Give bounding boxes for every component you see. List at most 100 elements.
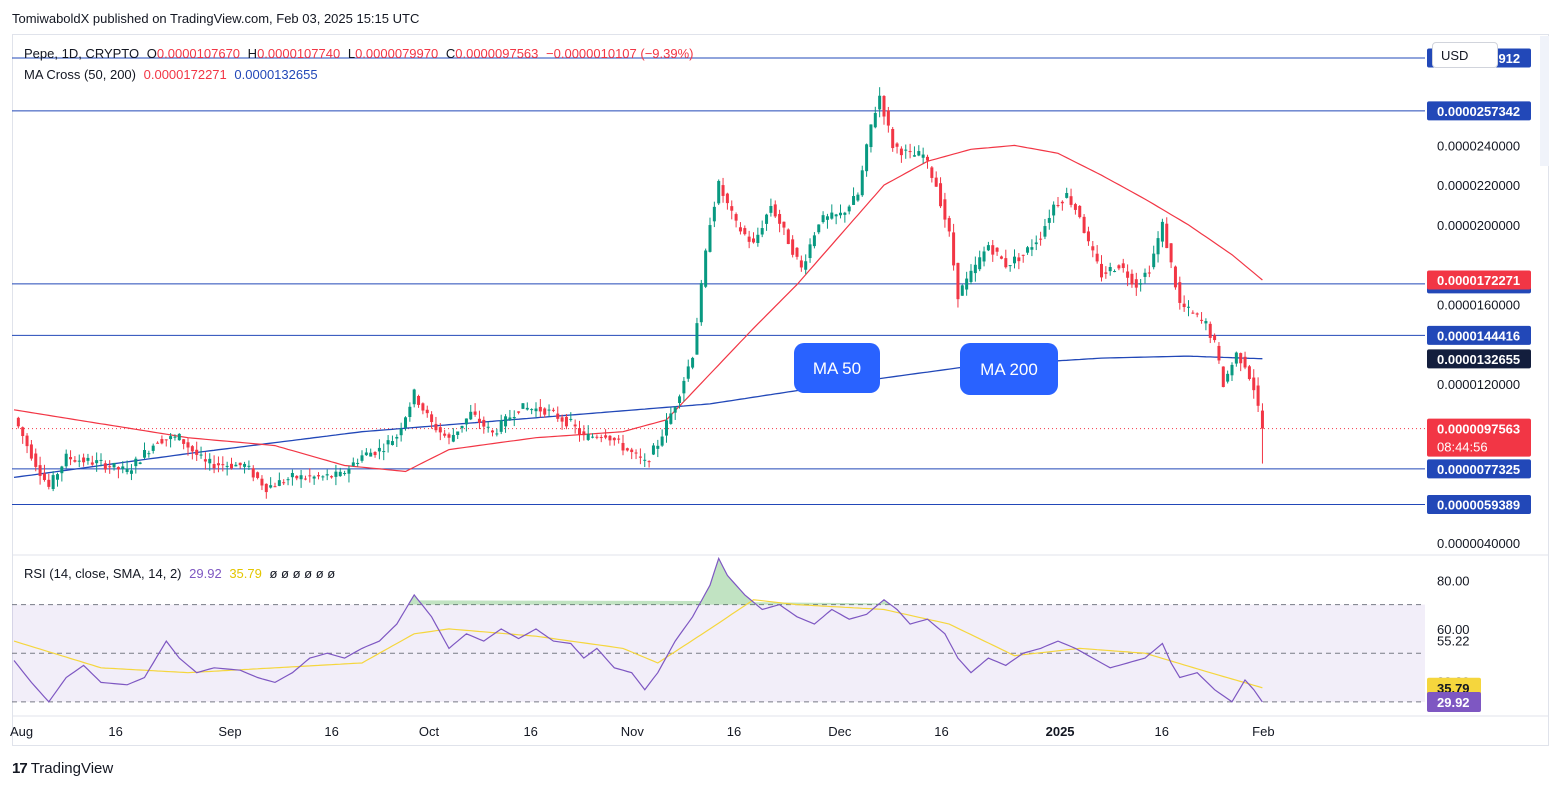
candle-body bbox=[1069, 196, 1073, 205]
candle-body bbox=[1208, 323, 1212, 338]
candle-body bbox=[612, 437, 616, 441]
candle-body bbox=[464, 418, 468, 425]
time-tick-label: 16 bbox=[934, 724, 948, 739]
candle-body bbox=[830, 212, 834, 219]
candle-body bbox=[1239, 353, 1243, 364]
candle-body bbox=[917, 151, 921, 156]
candle-body bbox=[1147, 272, 1151, 274]
candle-body bbox=[60, 466, 64, 474]
candle-body bbox=[521, 403, 525, 409]
candle-body bbox=[556, 413, 560, 419]
level-tag-1-bg bbox=[1427, 101, 1531, 121]
candle-body bbox=[1017, 257, 1021, 262]
legend-low-label: L bbox=[347, 46, 356, 61]
candle-body bbox=[225, 465, 229, 467]
candle-body bbox=[752, 238, 755, 243]
candle-body bbox=[160, 439, 164, 444]
candle-body bbox=[169, 436, 173, 440]
candle-body bbox=[599, 437, 603, 439]
candle-body bbox=[912, 155, 916, 157]
candle-body bbox=[1165, 223, 1169, 249]
candle-body bbox=[1169, 243, 1173, 263]
currency-selector[interactable]: USD bbox=[1432, 42, 1498, 68]
candle-body bbox=[382, 451, 386, 453]
candle-body bbox=[1004, 258, 1008, 268]
legend-rsi-sma-value: 35.79 bbox=[229, 566, 262, 581]
rsi-tag-1: 29.92 bbox=[1437, 695, 1470, 710]
candle-body bbox=[1013, 256, 1016, 264]
candle-body bbox=[317, 475, 320, 477]
tradingview-logo[interactable]: 17 TradingView bbox=[12, 760, 113, 777]
candle-body bbox=[547, 409, 551, 411]
annotations: MA 50 MA 200 bbox=[794, 343, 1058, 395]
candle-body bbox=[878, 95, 882, 110]
candle-body bbox=[21, 427, 25, 437]
candle-body bbox=[530, 409, 534, 411]
candle-body bbox=[630, 449, 634, 453]
candle-body bbox=[695, 323, 699, 355]
candle-body bbox=[1091, 246, 1095, 251]
candle-body bbox=[82, 457, 86, 463]
candle-body bbox=[891, 128, 895, 149]
candle-body bbox=[477, 418, 481, 423]
candle-body bbox=[921, 154, 925, 158]
candle-body bbox=[504, 416, 508, 427]
candle-body bbox=[899, 148, 903, 156]
candle-body bbox=[34, 453, 38, 467]
candle-body bbox=[456, 431, 460, 435]
countdown-label: 08:44:56 bbox=[1437, 440, 1488, 455]
candle-body bbox=[708, 225, 712, 252]
candle-body bbox=[1256, 385, 1260, 406]
candle-body bbox=[469, 411, 473, 420]
candle-body bbox=[769, 205, 773, 213]
legend-high-label: H bbox=[247, 46, 258, 61]
candle-body bbox=[1060, 201, 1064, 204]
candle-body bbox=[95, 460, 99, 464]
scale-collapse-tab[interactable] bbox=[1540, 36, 1549, 166]
candle-body bbox=[1143, 272, 1147, 277]
candle-body bbox=[999, 256, 1003, 259]
candle-body bbox=[604, 435, 608, 438]
candle-body bbox=[303, 478, 307, 480]
candle-body bbox=[638, 456, 642, 458]
legend-ma-cross[interactable]: MA Cross (50, 200) 0.0000172271 0.000013… bbox=[24, 67, 322, 82]
candle-body bbox=[164, 439, 168, 441]
candle-body bbox=[860, 170, 864, 196]
candle-body bbox=[1030, 247, 1034, 250]
candle-body bbox=[1156, 238, 1160, 255]
candle-body bbox=[1226, 373, 1230, 382]
candle-body bbox=[699, 283, 703, 323]
candle-body bbox=[103, 463, 107, 470]
candle-body bbox=[390, 441, 394, 446]
candle-body bbox=[1247, 366, 1251, 380]
candle-body bbox=[108, 466, 112, 468]
candle-body bbox=[264, 483, 268, 493]
candle-body bbox=[282, 482, 286, 484]
candle-body bbox=[734, 214, 738, 221]
legend-rsi[interactable]: RSI (14, close, SMA, 14, 2) 29.92 35.79 … bbox=[24, 566, 339, 581]
ma50-annotation-label: MA 50 bbox=[813, 359, 861, 378]
level-tag-5-bg bbox=[1427, 495, 1531, 515]
candle-body bbox=[182, 439, 186, 444]
legend-ma50-value: 0.0000172271 bbox=[143, 67, 227, 82]
candle-body bbox=[1173, 266, 1177, 288]
level-tag-1: 0.0000257342 bbox=[1437, 104, 1520, 119]
candle-body bbox=[960, 285, 964, 296]
time-tick-label: Oct bbox=[419, 724, 440, 739]
candle-body bbox=[69, 457, 73, 460]
candle-body bbox=[1113, 271, 1117, 273]
candle-body bbox=[47, 479, 51, 487]
legend-close: 0.0000097563 bbox=[455, 46, 539, 61]
candle-body bbox=[1108, 267, 1112, 272]
candle-body bbox=[1213, 335, 1217, 341]
candle-body bbox=[173, 436, 177, 438]
time-tick-label: Feb bbox=[1252, 724, 1274, 739]
candle-body bbox=[443, 433, 447, 436]
legend-ma-label: MA Cross (50, 200) bbox=[24, 67, 136, 82]
candle-body bbox=[473, 411, 477, 415]
candle-body bbox=[578, 428, 581, 436]
candle-body bbox=[595, 436, 599, 438]
candle-body bbox=[886, 110, 890, 126]
candle-body bbox=[330, 476, 334, 478]
